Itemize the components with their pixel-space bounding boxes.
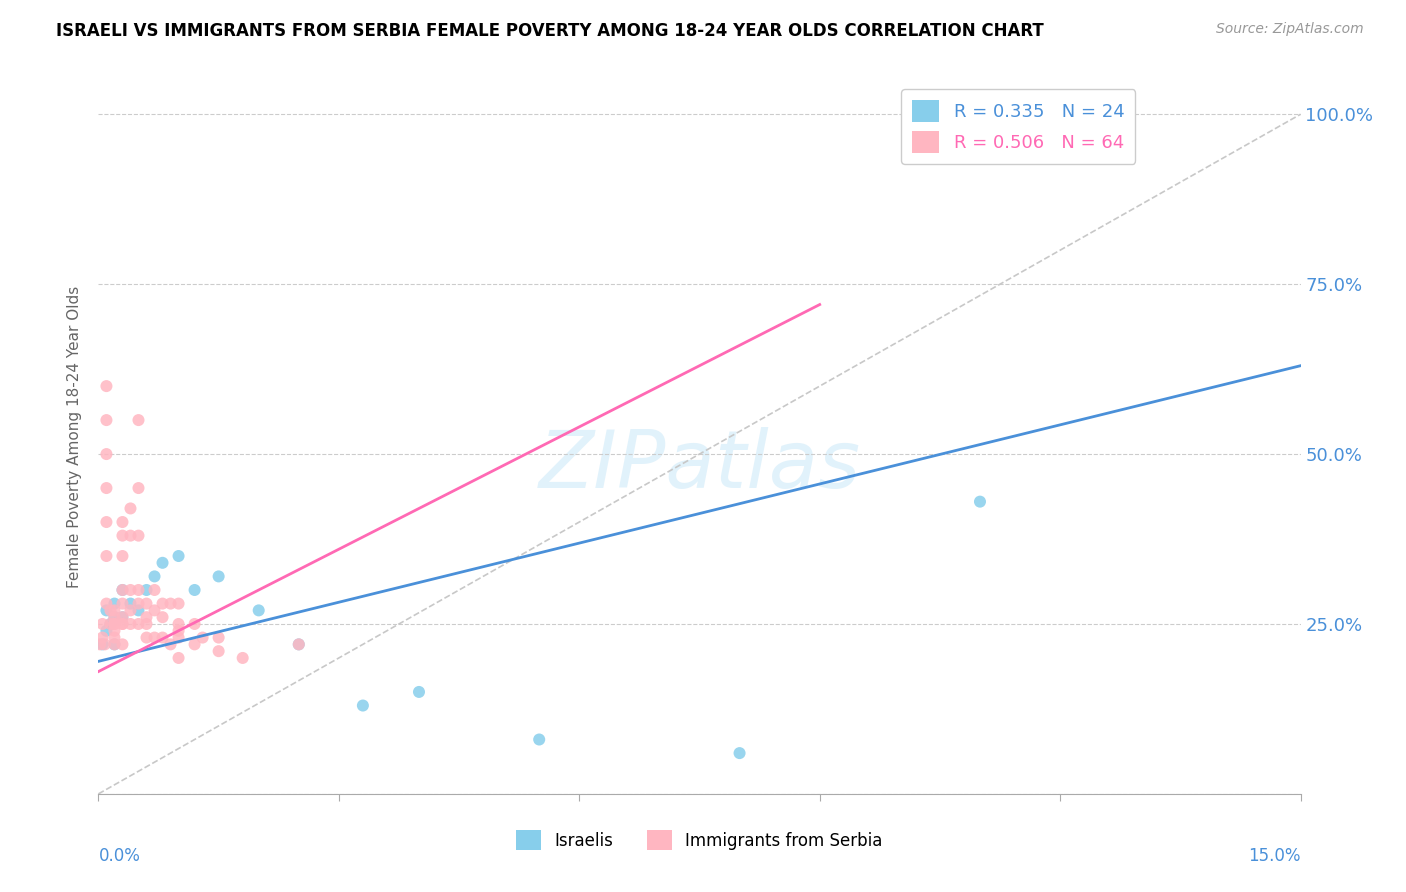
Point [103,610,125,624]
Point [111,637,134,651]
Point [91,631,114,645]
Point [135,610,157,624]
Point [111,617,134,632]
Point [128,603,150,617]
Point [128,528,150,542]
Point [111,597,134,611]
Point [111,515,134,529]
Point [96,379,118,393]
Text: ZIPatlas: ZIPatlas [538,426,860,505]
Point [167,631,190,645]
Point [152,597,174,611]
Point [103,610,125,624]
Point [100,617,122,632]
Point [135,617,157,632]
Point [96,447,118,461]
Point [529,732,551,747]
Point [120,582,142,597]
Point [135,597,157,611]
Point [728,746,751,760]
Point [96,597,118,611]
Point [91,637,114,651]
Point [94,637,117,651]
Point [111,617,134,632]
Point [152,610,174,624]
Point [96,413,118,427]
Point [167,597,190,611]
Point [167,617,190,632]
Point [183,582,205,597]
Point [183,617,205,632]
Point [288,637,311,651]
Point [111,549,134,563]
Point [96,624,118,638]
Point [208,631,231,645]
Point [111,528,134,542]
Point [111,610,134,624]
Point [167,624,190,638]
Point [128,597,150,611]
Point [103,637,125,651]
Text: 15.0%: 15.0% [1249,847,1301,865]
Point [120,528,142,542]
Point [167,651,190,665]
Point [247,603,270,617]
Point [111,582,134,597]
Point [96,515,118,529]
Point [232,651,254,665]
Point [103,631,125,645]
Point [288,637,311,651]
Point [159,637,181,651]
Point [143,631,166,645]
Point [208,569,231,583]
Point [100,603,122,617]
Point [100,617,122,632]
Text: Source: ZipAtlas.com: Source: ZipAtlas.com [1216,22,1364,37]
Point [103,624,125,638]
Point [143,582,166,597]
Point [96,603,118,617]
Point [159,597,181,611]
Point [128,617,150,632]
Text: 0.0%: 0.0% [98,847,141,865]
Point [143,569,166,583]
Point [352,698,374,713]
Point [208,644,231,658]
Point [120,617,142,632]
Point [408,685,430,699]
Point [128,481,150,495]
Point [152,631,174,645]
Point [183,637,205,651]
Point [167,549,190,563]
Point [120,597,142,611]
Point [128,582,150,597]
Point [969,494,991,508]
Point [96,549,118,563]
Point [120,603,142,617]
Point [128,413,150,427]
Point [143,603,166,617]
Point [103,597,125,611]
Point [103,617,125,632]
Point [152,556,174,570]
Legend: Israelis, Immigrants from Serbia: Israelis, Immigrants from Serbia [510,823,889,857]
Point [96,481,118,495]
Point [103,603,125,617]
Y-axis label: Female Poverty Among 18-24 Year Olds: Female Poverty Among 18-24 Year Olds [67,286,83,588]
Point [191,631,214,645]
Point [135,631,157,645]
Point [120,501,142,516]
Point [89,637,111,651]
Point [103,637,125,651]
Point [111,582,134,597]
Point [111,610,134,624]
Point [103,617,125,632]
Point [91,617,114,632]
Text: ISRAELI VS IMMIGRANTS FROM SERBIA FEMALE POVERTY AMONG 18-24 YEAR OLDS CORRELATI: ISRAELI VS IMMIGRANTS FROM SERBIA FEMALE… [56,22,1045,40]
Point [135,582,157,597]
